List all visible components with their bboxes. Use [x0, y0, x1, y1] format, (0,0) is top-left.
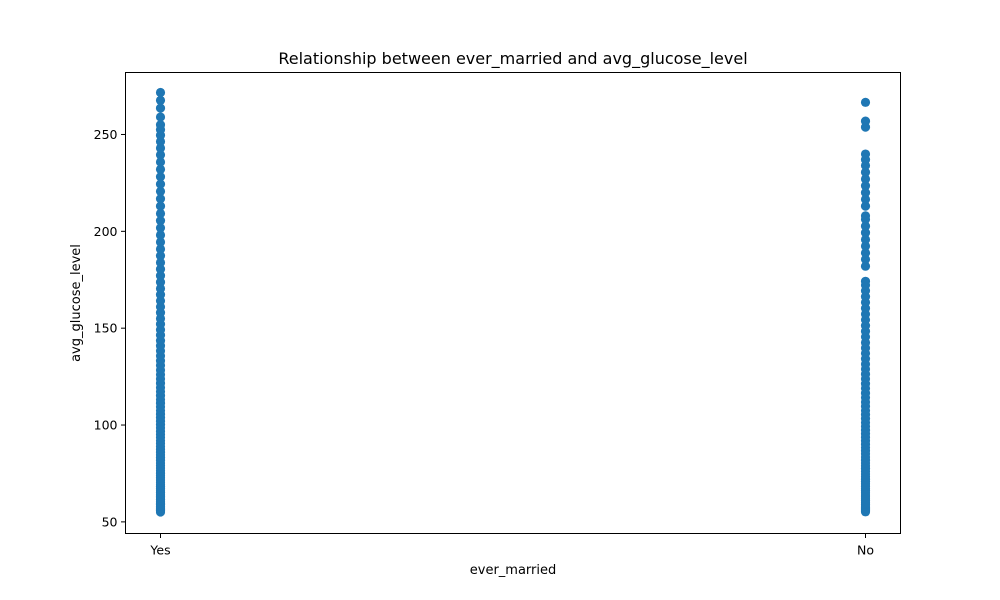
- x-tick-label-yes: Yes: [149, 543, 170, 558]
- y-tick-label-200: 200: [94, 224, 118, 239]
- data-point-no-77: [860, 174, 871, 184]
- data-point-no-67: [860, 241, 871, 251]
- data-point-yes-84: [155, 164, 166, 174]
- data-point-no-83: [860, 116, 871, 126]
- data-point-yes-78: [155, 208, 166, 219]
- data-point-yes-73: [155, 244, 166, 254]
- chart-title: Relationship between ever_married and av…: [278, 49, 747, 69]
- data-point-yes-74: [155, 237, 166, 247]
- data-point-yes-76: [155, 223, 166, 233]
- data-point-yes-81: [155, 186, 166, 197]
- data-point-no-65: [860, 254, 871, 265]
- y-tick-label-100: 100: [94, 418, 118, 433]
- data-point-yes-69: [155, 271, 166, 281]
- data-point-yes-72: [155, 251, 166, 261]
- data-point-yes-87: [155, 143, 166, 153]
- points-layer: [155, 87, 871, 517]
- data-point-yes-83: [155, 172, 166, 182]
- x-axis-ticks: Yes No: [149, 533, 874, 558]
- data-point-no-78: [860, 167, 871, 177]
- data-point-no-68: [860, 234, 871, 245]
- data-point-no-84: [860, 97, 871, 107]
- data-point-yes-68: [155, 277, 166, 287]
- data-point-no-70: [860, 221, 871, 231]
- data-point-yes-94: [155, 95, 166, 105]
- data-point-yes-82: [155, 179, 166, 189]
- y-tick-label-150: 150: [94, 321, 118, 336]
- data-point-yes-92: [155, 112, 166, 122]
- data-point-yes-86: [155, 150, 166, 160]
- data-point-yes-80: [155, 194, 166, 204]
- data-point-yes-70: [155, 264, 166, 274]
- data-point-yes-91: [155, 120, 166, 130]
- data-point-no-63: [860, 276, 871, 286]
- data-point-yes-95: [155, 87, 166, 98]
- data-point-no-76: [860, 181, 871, 191]
- y-tick-label-50: 50: [102, 514, 118, 529]
- data-point-yes-75: [155, 230, 166, 240]
- y-axis-label: avg_glucose_level: [69, 244, 84, 362]
- data-point-no-72: [860, 211, 871, 221]
- data-point-no-75: [860, 187, 871, 198]
- data-point-no-69: [860, 228, 871, 238]
- data-point-yes-71: [155, 257, 166, 268]
- data-point-no-66: [860, 248, 871, 258]
- data-point-yes-67: [155, 283, 166, 294]
- data-point-yes-79: [155, 201, 166, 211]
- data-point-no-64: [860, 261, 871, 271]
- y-axis-ticks: 50 100 150 200 250: [94, 127, 126, 529]
- y-tick-label-250: 250: [94, 127, 118, 142]
- data-point-yes-77: [155, 216, 166, 226]
- data-point-no-81: [860, 149, 871, 159]
- x-axis-label: ever_married: [470, 563, 557, 578]
- plot-area-frame: [125, 72, 901, 534]
- data-point-no-73: [860, 201, 871, 211]
- data-point-yes-85: [155, 157, 166, 167]
- data-point-no-74: [860, 194, 871, 204]
- x-tick-label-no: No: [857, 543, 874, 558]
- data-point-yes-93: [155, 103, 166, 113]
